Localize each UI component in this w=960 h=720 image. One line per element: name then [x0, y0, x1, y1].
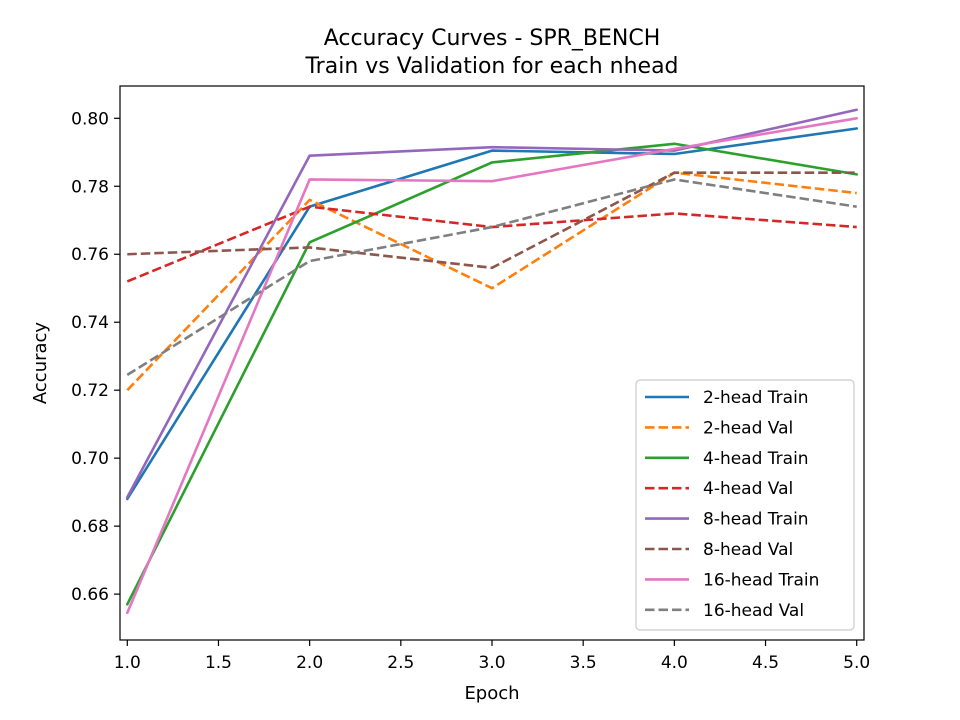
legend-label-16-head-val: 16-head Val [703, 601, 804, 621]
series-line-4-head-train [125, 142, 859, 606]
series-layer [125, 108, 859, 615]
legend-box [635, 379, 855, 631]
y-axis-ticks: 0.66 0.68 0.70 0.72 0.74 0.76 0.78 0.80 [71, 109, 120, 605]
legend-label-8-head-train: 8-head Train [703, 510, 809, 530]
series-line-16-head-train [125, 116, 859, 615]
series-line-2-head-val [126, 171, 857, 392]
y-tick-label: 0.80 [71, 109, 109, 129]
y-tick-label: 0.78 [71, 177, 109, 197]
legend-label-2-head-train: 2-head Train [703, 388, 809, 408]
series-line-8-head-val [127, 171, 857, 270]
x-tick-label: 1.0 [114, 653, 141, 673]
x-tick-label: 2.0 [296, 653, 323, 673]
plot-frame [119, 85, 865, 641]
legend-label-2-head-val: 2-head Val [703, 418, 793, 438]
legend-label-8-head-val: 8-head Val [703, 540, 793, 560]
y-tick-label: 0.76 [71, 245, 109, 265]
chart-title: Accuracy Curves - SPR_BENCH [324, 26, 661, 51]
chart-subtitle: Train vs Validation for each nhead [304, 54, 678, 79]
x-tick-label: 2.5 [387, 653, 414, 673]
x-tick-label: 1.5 [205, 653, 232, 673]
y-axis-label: Accuracy [30, 322, 51, 405]
x-axis-label: Epoch [464, 683, 519, 704]
x-tick-label: 4.0 [661, 653, 688, 673]
legend-label-16-head-train: 16-head Train [703, 570, 819, 590]
series-line-2-head-train [125, 127, 859, 501]
x-tick-label: 4.5 [752, 653, 779, 673]
y-tick-label: 0.68 [71, 517, 109, 537]
series-line-8-head-train [125, 108, 859, 499]
series-line-16-head-val [126, 178, 857, 377]
x-tick-label: 5.0 [843, 653, 870, 673]
legend: 2-head Train 2-head Val 4-head Train 4-head… [635, 379, 855, 631]
legend-label-4-head-train: 4-head Train [703, 449, 809, 469]
y-tick-label: 0.70 [71, 449, 109, 469]
x-axis-ticks: 1.0 1.5 2.0 2.5 3.0 3.5 4.0 4.5 5.0 [114, 640, 870, 673]
y-tick-label: 0.72 [71, 381, 109, 401]
series-line-4-head-val [126, 205, 857, 283]
x-tick-label: 3.0 [478, 653, 505, 673]
y-tick-label: 0.66 [71, 585, 109, 605]
y-tick-label: 0.74 [71, 313, 109, 333]
legend-label-4-head-val: 4-head Val [703, 479, 793, 499]
x-tick-label: 3.5 [570, 653, 597, 673]
